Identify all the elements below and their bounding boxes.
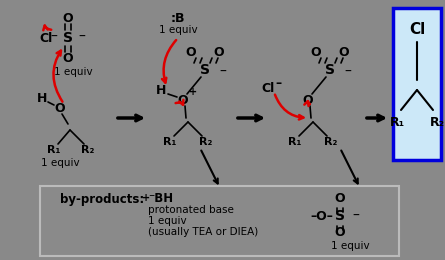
Text: R₁: R₁ (389, 115, 405, 128)
FancyBboxPatch shape (393, 8, 441, 160)
Text: –: – (219, 65, 227, 79)
Text: by-products:: by-products: (60, 193, 144, 206)
Text: O: O (303, 94, 313, 107)
Text: O: O (335, 225, 345, 238)
Text: O: O (55, 101, 65, 114)
Text: 1 equiv: 1 equiv (40, 158, 79, 168)
Text: +: + (142, 193, 150, 203)
Text: 1 equiv: 1 equiv (148, 216, 186, 226)
Text: S: S (200, 63, 210, 77)
Text: O: O (178, 94, 188, 107)
Text: –: – (344, 65, 352, 79)
Text: R₂: R₂ (199, 137, 213, 147)
Text: S: S (335, 209, 345, 223)
Text: O: O (214, 46, 224, 58)
Text: –: – (51, 30, 57, 44)
Text: R₂: R₂ (324, 137, 338, 147)
Text: –O–: –O– (311, 210, 333, 223)
Text: –: – (275, 76, 281, 89)
Text: Cl: Cl (261, 81, 275, 94)
Text: H: H (37, 92, 47, 105)
Text: R₁: R₁ (47, 145, 61, 155)
Text: –: – (79, 30, 85, 44)
Text: R₂: R₂ (429, 115, 445, 128)
Text: protonated base: protonated base (148, 205, 234, 215)
Text: O: O (63, 51, 73, 64)
Text: S: S (63, 31, 73, 45)
Text: 1 equiv: 1 equiv (331, 241, 369, 251)
Text: H: H (156, 83, 166, 96)
Text: Cl: Cl (39, 31, 53, 44)
Text: O: O (63, 11, 73, 24)
Text: +: + (189, 87, 197, 97)
Text: S: S (325, 63, 335, 77)
Text: O: O (339, 46, 349, 58)
Text: R₂: R₂ (81, 145, 95, 155)
Text: ⁻BH: ⁻BH (148, 192, 173, 205)
Text: 1 equiv: 1 equiv (54, 67, 92, 77)
Text: (usually TEA or DIEA): (usually TEA or DIEA) (148, 227, 258, 237)
Text: R₁: R₁ (163, 137, 177, 147)
Text: –: – (352, 209, 360, 223)
Text: Cl: Cl (409, 23, 425, 37)
FancyBboxPatch shape (40, 186, 399, 256)
Text: O: O (311, 46, 321, 58)
Text: :B: :B (171, 11, 185, 24)
Text: 1 equiv: 1 equiv (159, 25, 197, 35)
Text: O: O (186, 46, 196, 58)
Text: R₁: R₁ (288, 137, 302, 147)
Text: O: O (335, 192, 345, 205)
